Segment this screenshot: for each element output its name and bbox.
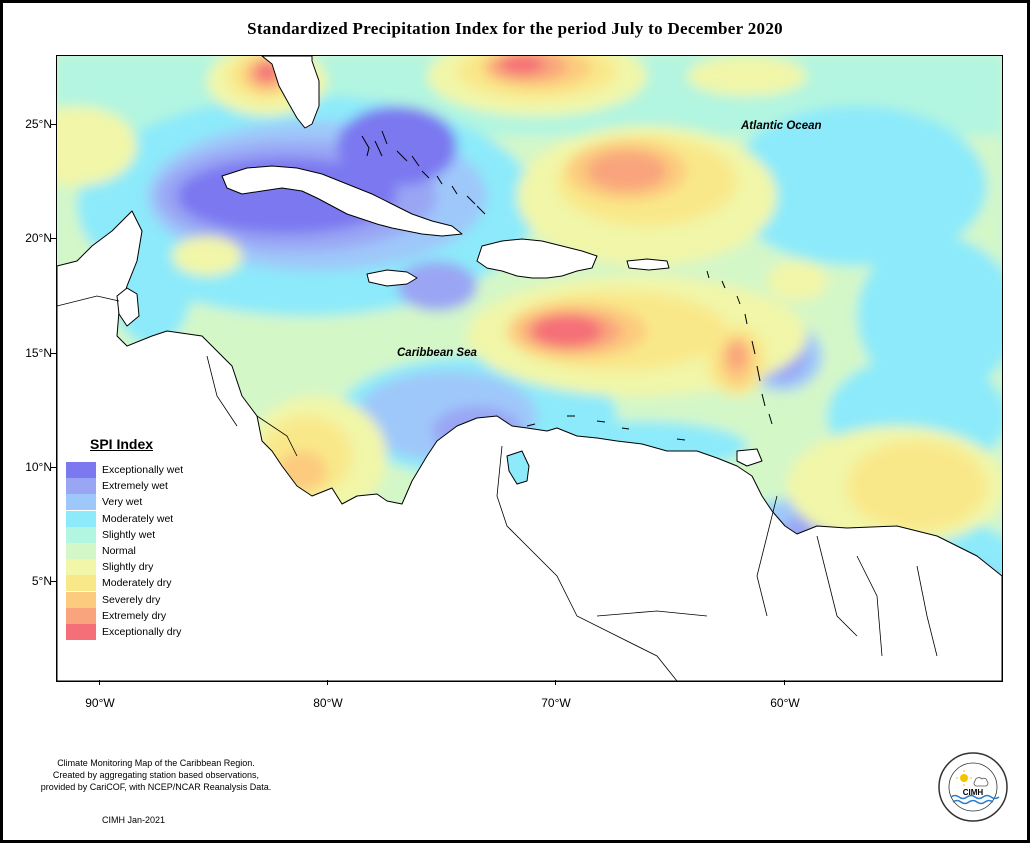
- legend-item: Exceptionally wet: [60, 462, 210, 479]
- lon-label-60w: 60°W: [770, 696, 800, 710]
- hispaniola-landmass: [476, 238, 598, 279]
- legend-swatch: [66, 478, 96, 495]
- lat-tick: [51, 581, 56, 582]
- spi-map: Atlantic Ocean Caribbean Sea: [56, 55, 1003, 682]
- legend-label: Slightly dry: [96, 561, 154, 574]
- lon-tick: [555, 680, 556, 685]
- lat-tick: [51, 238, 56, 239]
- legend-title: SPI Index: [90, 436, 154, 452]
- legend-swatch: [66, 591, 96, 608]
- puerto-rico-landmass: [626, 258, 670, 271]
- legend-swatch: [66, 510, 96, 527]
- lat-tick: [51, 124, 56, 125]
- legend-swatch: [66, 575, 96, 592]
- legend-label: Normal: [96, 545, 136, 558]
- lat-label-10n: 10°N: [25, 460, 52, 474]
- footnote-line: Created by aggregating station based obs…: [52, 770, 260, 780]
- legend-label: Exceptionally wet: [96, 464, 184, 477]
- footnote-line: Climate Monitoring Map of the Caribbean …: [57, 758, 255, 768]
- caribbean-sea-label: Caribbean Sea: [397, 347, 477, 359]
- jamaica-landmass: [366, 269, 418, 287]
- cuba-landmass: [221, 165, 463, 237]
- cloud-icon: [973, 777, 989, 787]
- legend-swatch: [66, 559, 96, 576]
- legend-label: Moderately dry: [96, 577, 172, 590]
- footnote-line: provided by CariCOF, with NCEP/NCAR Rean…: [40, 782, 272, 792]
- atlantic-ocean-label: Atlantic Ocean: [741, 120, 822, 132]
- legend-item: Normal: [60, 543, 210, 560]
- spi-legend: SPI Index Exceptionally wet Extremely wet…: [60, 436, 210, 640]
- legend-swatch: [66, 462, 96, 479]
- lon-tick: [327, 680, 328, 685]
- legend-label: Extremely dry: [96, 609, 167, 622]
- lat-label-25n: 25°N: [25, 117, 52, 131]
- legend-label: Moderately wet: [96, 512, 174, 525]
- legend-label: Severely dry: [96, 593, 161, 606]
- legend-item: Very wet: [60, 494, 210, 511]
- trinidad-landmass: [736, 448, 763, 467]
- legend-swatch: [66, 543, 96, 560]
- legend-swatch: [66, 526, 96, 543]
- legend-label: Exceptionally dry: [96, 625, 182, 638]
- lat-tick: [51, 353, 56, 354]
- lon-label-70w: 70°W: [541, 696, 571, 710]
- lake-maracaibo: [506, 450, 530, 485]
- legend-item: Extremely wet: [60, 478, 210, 495]
- country-borders: [57, 295, 938, 681]
- lon-label-80w: 80°W: [313, 696, 343, 710]
- legend-label: Extremely wet: [96, 480, 168, 493]
- legend-item: Slightly dry: [60, 559, 210, 576]
- logo-text: CIMH: [963, 788, 984, 797]
- legend-item: Moderately wet: [60, 510, 210, 527]
- lon-tick: [99, 680, 100, 685]
- land-masses: [57, 56, 1002, 681]
- island-outlines: [361, 130, 773, 441]
- cimh-logo-graphic: CIMH: [938, 752, 1008, 822]
- lat-label-15n: 15°N: [25, 346, 52, 360]
- footnote-date: CIMH Jan-2021: [102, 815, 166, 825]
- spi-map-canvas: [57, 56, 1002, 681]
- legend-swatch: [66, 607, 96, 624]
- florida-landmass: [261, 56, 320, 129]
- lon-label-90w: 90°W: [85, 696, 115, 710]
- lon-tick: [784, 680, 785, 685]
- legend-label: Slightly wet: [96, 528, 156, 541]
- sun-icon: [960, 774, 968, 782]
- footnote: Climate Monitoring Map of the Caribbean …: [36, 757, 276, 793]
- lat-tick: [51, 467, 56, 468]
- legend-swatch: [66, 494, 96, 511]
- legend-rows: Exceptionally wet Extremely wet Very wet Mo…: [60, 462, 210, 640]
- legend-label: Very wet: [96, 496, 143, 509]
- wave-icon: [950, 794, 1000, 800]
- cimh-logo: CIMH: [937, 751, 1009, 823]
- legend-item: Severely dry: [60, 591, 210, 608]
- map-title: Standardized Precipitation Index for the…: [247, 19, 783, 38]
- belize-landmass: [116, 287, 140, 327]
- legend-item: Extremely dry: [60, 607, 210, 624]
- south-central-america-landmass: [57, 210, 1002, 681]
- legend-swatch: [66, 623, 96, 640]
- lat-label-20n: 20°N: [25, 231, 52, 245]
- legend-item: Moderately dry: [60, 575, 210, 592]
- legend-item: Exceptionally dry: [60, 623, 210, 640]
- legend-item: Slightly wet: [60, 526, 210, 543]
- lat-label-5n: 5°N: [31, 574, 52, 588]
